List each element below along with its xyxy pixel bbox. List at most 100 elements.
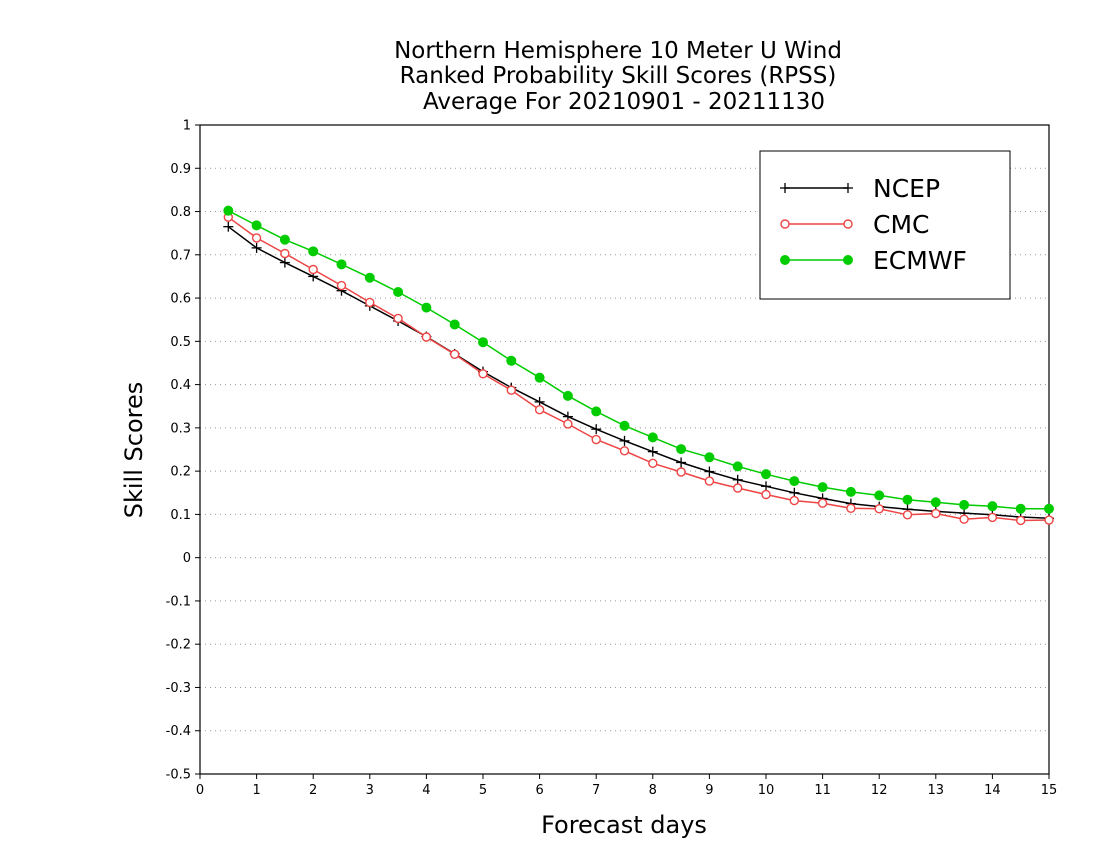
data-point-ecmwf [279,234,290,245]
y-tick-label: 0.6 [170,292,191,307]
legend-label-cmc: CMC [873,210,929,239]
x-tick-label: 15 [1041,783,1058,798]
x-tick-label: 13 [928,783,945,798]
data-point-ecmwf [393,287,404,298]
x-tick-label: 4 [422,783,430,798]
legend-label-ecmwf: ECMWF [873,246,967,275]
data-point-cmc [817,498,828,508]
data-point-cmc [902,510,913,520]
legend-marker-cmc [780,219,790,229]
x-tick-label: 10 [758,783,775,798]
data-point-cmc [534,404,545,415]
x-tick-label: 0 [196,783,204,798]
series-line-cmc [227,216,1050,522]
legend: NCEP CMC ECMWF [759,150,1011,300]
plot-area-frame [199,124,1050,775]
data-point-ecmwf [789,476,800,487]
x-tick-label: 6 [535,783,543,798]
data-point-ecmwf [591,406,602,417]
y-tick-label: 0.4 [170,378,191,393]
chart-title-line-1: Northern Hemisphere 10 Meter U Wind [394,38,842,64]
data-point-cmc [336,280,347,291]
data-point-cmc [987,512,998,523]
x-tick-label: 11 [814,783,831,798]
y-tick-label: -0.3 [166,681,191,696]
data-point-cmc [421,332,432,342]
x-tick-label: 7 [592,783,600,798]
axes: -0.5 -0.4 -0.3 -0.2 -0.1 0 0.1 0.2 0.3 0.4 0.5 0.6 0… [166,119,1058,799]
legend-marker-cmc [843,219,853,229]
legend-item-cmc: CMC [780,210,929,239]
data-point-ecmwf [562,390,573,401]
y-tick-label: -0.2 [166,638,191,653]
data-point-ecmwf [449,319,460,330]
data-point-ecmwf [506,355,517,366]
data-point-ncep [619,435,630,446]
data-point-cmc [308,264,318,275]
data-point-cmc [761,489,771,500]
data-point-ncep [591,424,602,435]
series-lines [223,205,1054,526]
data-point-cmc [393,313,403,324]
data-point-ecmwf [421,302,432,313]
legend-marker-ecmwf [780,255,790,265]
legend-marker-ncep [843,183,853,193]
data-point-ecmwf [478,337,488,348]
series-cmc [223,212,1054,526]
x-tick-label: 5 [479,783,487,798]
data-point-cmc [789,495,799,506]
x-tick-label: 12 [871,783,888,798]
data-point-cmc [704,476,715,486]
data-point-cmc [846,503,856,514]
x-axis-label: Forecast days [541,811,707,839]
chart-title-line-2: Ranked Probability Skill Scores (RPSS) [400,63,837,89]
data-point-cmc [563,419,573,429]
data-point-ecmwf [223,205,234,216]
data-point-ecmwf [1044,503,1054,514]
data-point-ncep [704,466,715,477]
data-point-cmc [676,467,686,477]
data-point-ecmwf [874,490,885,501]
data-point-ecmwf [987,501,998,512]
legend-item-ncep: NCEP [780,174,940,203]
data-point-ecmwf [534,372,545,383]
data-point-cmc [450,349,460,360]
data-point-ecmwf [959,499,970,510]
data-point-cmc [648,458,658,469]
chart-title: Northern Hemisphere 10 Meter U Wind Rank… [394,38,842,115]
x-tick-label: 14 [984,783,1001,798]
y-tick-label: 0 [183,551,191,566]
y-axis-label: Skill Scores [120,382,148,519]
x-tick-label: 8 [649,783,657,798]
y-tick-label: 0.7 [170,248,191,263]
legend-item-ecmwf: ECMWF [780,246,967,275]
data-point-ncep [732,474,743,485]
data-point-cmc [874,504,884,514]
data-point-ecmwf [308,246,319,257]
y-tick-label: -0.4 [166,724,191,739]
data-point-ecmwf [704,452,715,463]
data-point-ecmwf [251,220,262,231]
chart-title-line-3: Average For 20210901 - 20211130 [423,89,825,115]
data-point-cmc [959,514,969,524]
x-tick-label: 2 [309,783,317,798]
data-point-ncep [647,446,658,457]
x-tick-label: 3 [366,783,374,798]
data-point-cmc [506,385,516,395]
y-tick-label: 0.8 [170,205,191,220]
legend-marker-ecmwf [843,255,853,265]
data-point-ncep [251,242,262,253]
y-tick-label: -0.1 [166,594,191,609]
legend-marker-ncep [780,183,790,193]
data-point-ncep [676,457,687,468]
data-point-ecmwf [364,272,375,283]
data-point-ecmwf [619,420,630,431]
data-point-ecmwf [1015,503,1026,514]
data-point-ecmwf [676,444,687,455]
data-point-ncep [223,221,234,232]
x-tick-label: 1 [252,783,260,798]
y-tick-label: 0.2 [170,465,191,480]
data-point-ecmwf [902,494,913,505]
